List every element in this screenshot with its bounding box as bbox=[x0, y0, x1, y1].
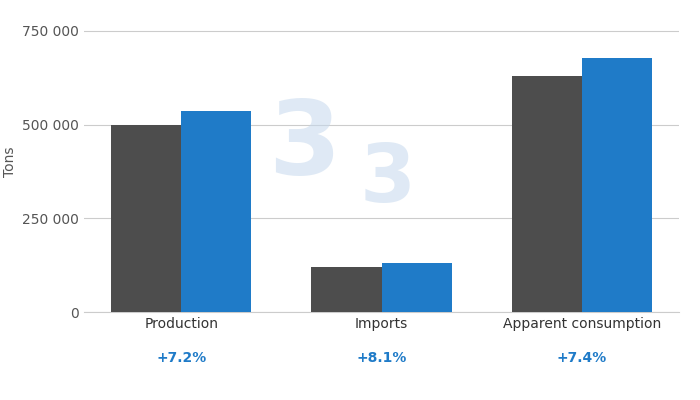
Y-axis label: Tons: Tons bbox=[3, 147, 17, 177]
Bar bbox=[512, 76, 582, 312]
Text: 3: 3 bbox=[268, 96, 340, 198]
Text: +7.4%: +7.4% bbox=[556, 351, 607, 365]
Bar bbox=[111, 124, 181, 312]
Text: +8.1%: +8.1% bbox=[356, 351, 407, 365]
Bar bbox=[181, 111, 251, 312]
Bar bbox=[312, 267, 382, 312]
Text: +7.2%: +7.2% bbox=[156, 351, 206, 365]
Bar bbox=[382, 263, 452, 312]
Bar bbox=[582, 58, 652, 312]
Text: 3: 3 bbox=[360, 141, 416, 219]
